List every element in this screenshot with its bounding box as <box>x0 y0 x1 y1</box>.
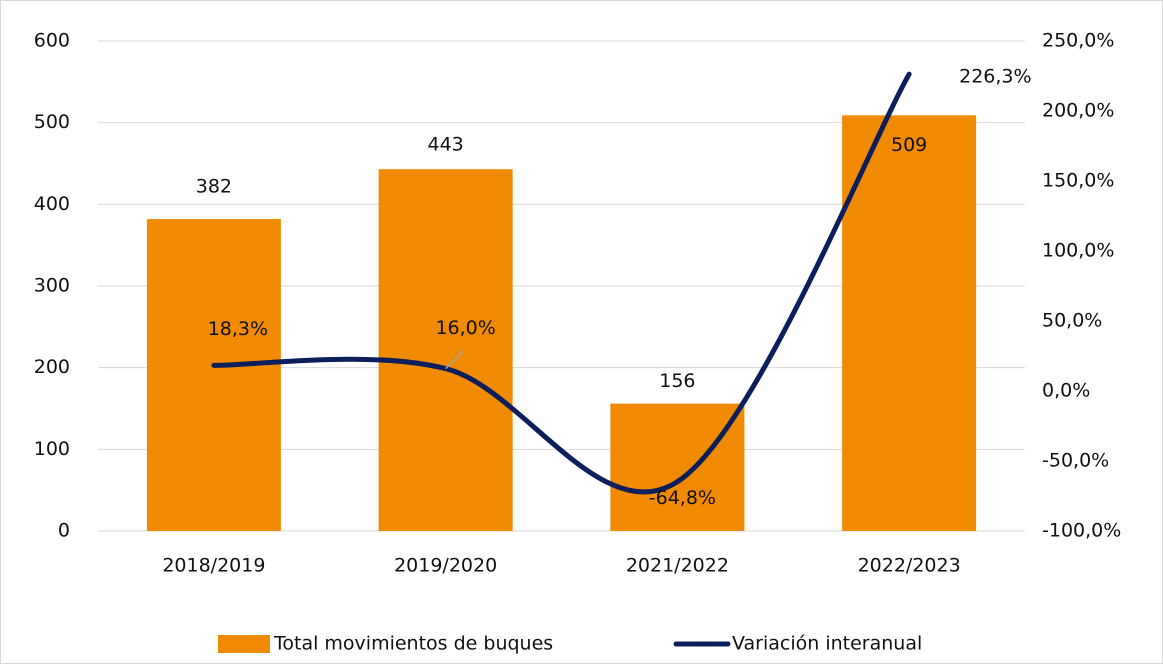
bar-value-label: 382 <box>196 176 232 198</box>
leader-line <box>445 350 465 370</box>
x-tick-label: 2019/2020 <box>394 555 497 577</box>
bar <box>378 169 513 531</box>
y-tick-label: 400 <box>34 193 70 215</box>
x-tick-label: 2018/2019 <box>162 555 265 577</box>
y2-tick-label: 150,0% <box>1042 170 1114 192</box>
y-tick-label: 300 <box>34 275 70 297</box>
line-value-label: 16,0% <box>435 317 495 339</box>
y-tick-label: 500 <box>34 111 70 133</box>
bar <box>146 219 281 532</box>
y2-tick-label: 250,0% <box>1042 30 1114 52</box>
legend-label: Variación interanual <box>732 633 922 655</box>
x-tick-label: 2021/2022 <box>626 555 729 577</box>
bar <box>610 403 745 531</box>
line <box>211 71 912 495</box>
legend-swatch <box>218 635 270 653</box>
y-tick-label: 600 <box>34 30 70 52</box>
x-tick-label: 2022/2023 <box>858 555 961 577</box>
y2-tick-label: -50,0% <box>1042 450 1109 472</box>
y-tick-label: 200 <box>34 356 70 378</box>
bar <box>842 115 977 532</box>
y2-tick-label: 0,0% <box>1042 380 1090 402</box>
y2-tick-label: 50,0% <box>1042 310 1102 332</box>
line-value-label: 18,3% <box>208 318 268 340</box>
y-tick-label: 0 <box>58 520 70 542</box>
y2-tick-label: 200,0% <box>1042 100 1114 122</box>
bar-value-label: 509 <box>891 134 927 156</box>
line-value-label: 226,3% <box>959 66 1031 88</box>
legend-label: Total movimientos de buques <box>273 633 553 655</box>
y2-tick-label: 100,0% <box>1042 240 1114 262</box>
y-tick-label: 100 <box>34 438 70 460</box>
bar-value-label: 156 <box>659 370 695 392</box>
y2-tick-label: -100,0% <box>1042 520 1121 542</box>
bar-value-label: 443 <box>427 134 463 156</box>
line-value-label: -64,8% <box>649 487 716 509</box>
